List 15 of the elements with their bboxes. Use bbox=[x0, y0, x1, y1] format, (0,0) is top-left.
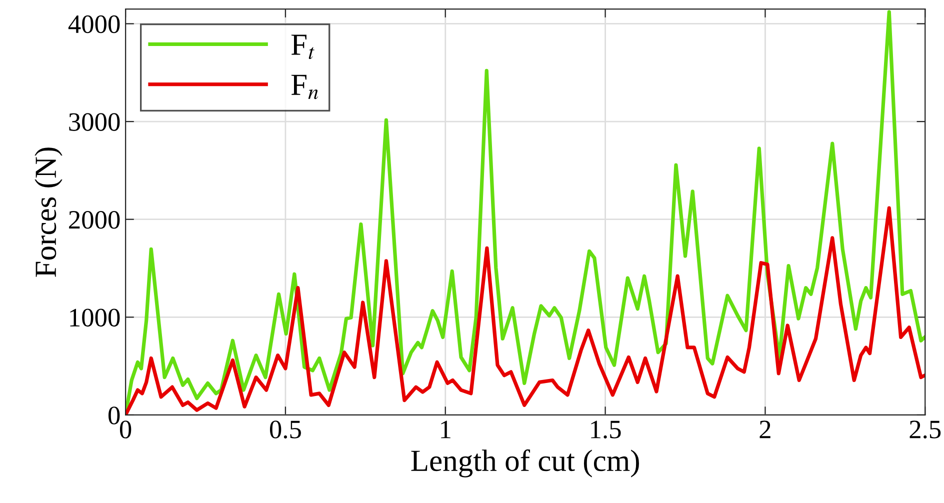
x-axis-title: Length of cut (cm) bbox=[411, 449, 639, 478]
y-tick-label: 3000 bbox=[69, 113, 120, 131]
x-tick-label: 0.5 bbox=[270, 420, 301, 439]
x-tick-label: 2 bbox=[760, 420, 770, 438]
x-tick-label: 1 bbox=[441, 420, 450, 438]
y-tick-label: 2000 bbox=[69, 210, 120, 229]
y-tick-label: 1000 bbox=[70, 308, 120, 327]
y-tick-label: 4000 bbox=[68, 15, 120, 34]
y-axis-title: Forces (N) bbox=[34, 148, 62, 277]
x-tick-label: 1.5 bbox=[591, 420, 621, 439]
x-tick-label: 0 bbox=[120, 420, 132, 438]
legend-label: F$_{n}$ bbox=[291, 74, 318, 100]
y-tick-label: 0 bbox=[108, 406, 120, 424]
legend-label: F$_{t}$ bbox=[291, 34, 314, 60]
x-tick-label: 2.5 bbox=[910, 420, 941, 439]
